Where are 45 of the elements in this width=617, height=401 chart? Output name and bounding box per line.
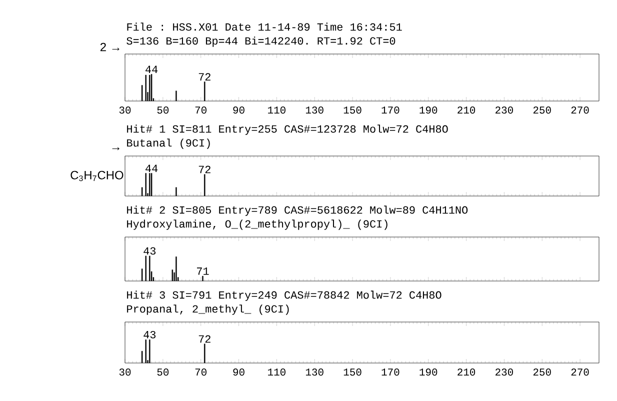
x-tick-label: 110 xyxy=(268,368,286,376)
x-tick-label: 150 xyxy=(344,368,362,376)
x-tick-label: 190 xyxy=(420,106,438,114)
chart-title: File : HSS.X01 Date 11-14-89 Time 16:34:51 xyxy=(127,22,402,31)
x-tick-label: 130 xyxy=(306,368,324,376)
text: 2 → xyxy=(100,42,120,52)
annotation: 44 xyxy=(146,164,158,172)
annotation: 72 xyxy=(198,335,210,343)
x-tick-label: 50 xyxy=(157,368,169,376)
x-tick-label: 270 xyxy=(571,368,589,376)
x-tick-label: 30 xyxy=(119,106,131,114)
chart-subtitle: Butanal (9CI) xyxy=(127,138,210,149)
x-tick-label: 90 xyxy=(233,106,244,114)
chart-subtitle: Propanal, 2_methyl_ (9CI) xyxy=(127,304,289,315)
text: → xyxy=(112,147,120,150)
x-tick-label: 210 xyxy=(458,368,476,376)
chart-title: Hit# 1 SI=811 Entry=255 CAS#=123728 Molw=72 C4H8O xyxy=(127,124,448,135)
text: C$_{3}$H$_{7}$CHO xyxy=(70,170,124,182)
x-tick-label: 230 xyxy=(496,368,513,376)
annotation: 43 xyxy=(144,330,156,338)
x-tick-label: 170 xyxy=(382,106,400,114)
x-tick-label: 130 xyxy=(306,106,324,114)
annotation: 71 xyxy=(197,268,209,275)
x-tick-label: 170 xyxy=(382,368,400,376)
x-tick-label: 270 xyxy=(571,106,589,114)
annotation: 72 xyxy=(198,166,210,174)
x-tick-label: 250 xyxy=(533,106,551,114)
chart-title: Hit# 2 SI=805 Entry=789 CAS#=5618622 Molw=89 C4H11NO xyxy=(127,206,468,216)
chart-title: Hit# 3 SI=791 Entry=249 CAS#=78842 Molw=72 C4H8O xyxy=(127,290,442,301)
x-tick-label: 50 xyxy=(157,106,169,114)
x-tick-label: 90 xyxy=(233,368,244,376)
x-tick-label: 110 xyxy=(268,106,286,114)
x-tick-label: 190 xyxy=(420,368,438,376)
x-tick-label: 70 xyxy=(195,368,206,376)
annotation: 43 xyxy=(144,247,156,255)
chart-subtitle: S=136 B=160 Bp=44 Bi=142240. RT=1.92 CT=0 xyxy=(126,36,396,47)
x-tick-label: 70 xyxy=(195,106,206,114)
x-tick-label: 210 xyxy=(458,106,476,114)
x-tick-label: 150 xyxy=(344,106,362,114)
x-tick-label: 30 xyxy=(119,368,131,376)
chart-subtitle: Hydroxylamine, O_(2_methylpropyl)_ (9CI) xyxy=(127,220,388,230)
annotation: 44 xyxy=(146,66,158,73)
annotation: 72 xyxy=(198,73,210,80)
x-tick-label: 250 xyxy=(533,368,551,376)
x-tick-label: 230 xyxy=(496,106,513,114)
